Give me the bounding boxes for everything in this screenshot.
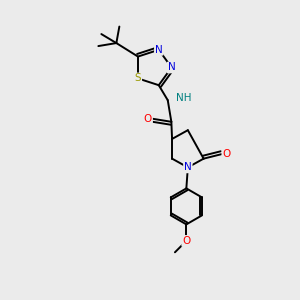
Text: NH: NH xyxy=(176,93,192,103)
Text: O: O xyxy=(222,149,230,159)
Text: N: N xyxy=(184,162,192,172)
Text: O: O xyxy=(182,236,190,246)
Text: O: O xyxy=(144,114,152,124)
Text: N: N xyxy=(168,62,176,73)
Text: S: S xyxy=(135,74,141,83)
Text: N: N xyxy=(155,45,163,55)
